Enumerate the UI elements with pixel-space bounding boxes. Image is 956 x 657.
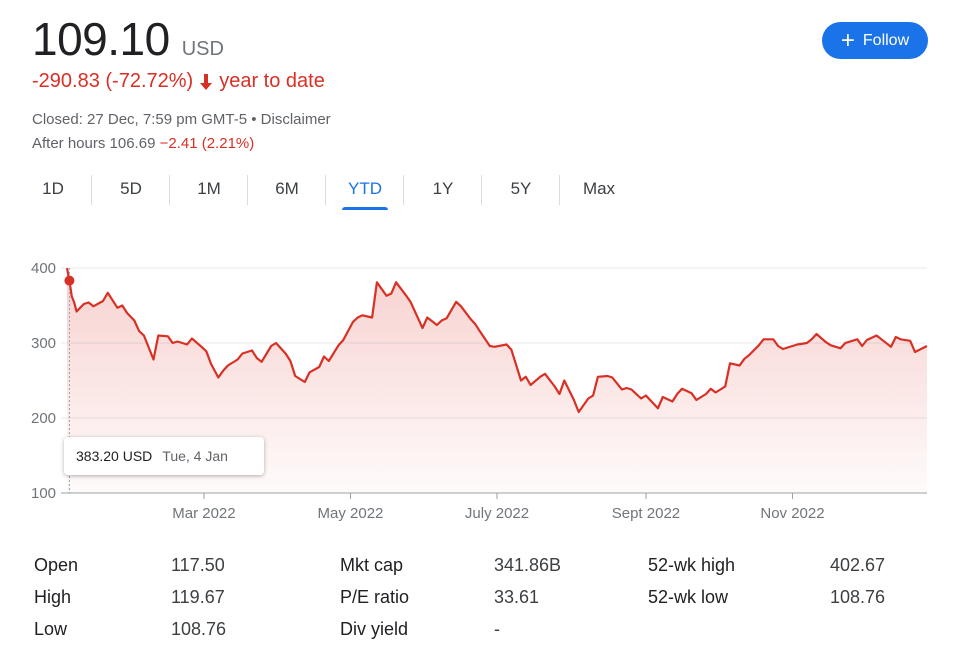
- x-tick-label: July 2022: [465, 505, 529, 522]
- follow-button[interactable]: + Follow: [822, 22, 928, 59]
- tab-label: 1D: [42, 179, 64, 198]
- tab-max[interactable]: Max: [560, 174, 638, 210]
- plus-icon: +: [840, 26, 855, 54]
- change-period: year to date: [219, 70, 325, 92]
- stat-value: 117.50: [171, 555, 225, 575]
- stat-label: 52-wk low: [648, 587, 729, 607]
- tab-label: 5Y: [510, 179, 532, 198]
- stat-label: High: [34, 587, 72, 607]
- stat-value: -: [494, 619, 500, 639]
- stat-label: P/E ratio: [340, 587, 410, 607]
- x-tick-label: May 2022: [318, 505, 384, 522]
- closed-info: Closed: 27 Dec, 7:59 pm GMT-5 • Disclaim…: [32, 111, 331, 128]
- range-tabs: 1D 5D 1M 6M YTD 1Y 5Y Max: [14, 174, 638, 210]
- currency-label: USD: [181, 38, 224, 60]
- stat-label: Mkt cap: [340, 555, 404, 575]
- series-area: [67, 268, 927, 493]
- hover-point: [64, 275, 75, 286]
- stats-row: High 119.67 P/E ratio 33.61 52-wk low 108.76: [34, 587, 914, 611]
- stats-row: Low 108.76 Div yield -: [34, 619, 914, 643]
- tab-label: 1Y: [432, 179, 454, 198]
- tab-label: YTD: [348, 179, 382, 198]
- current-price: 109.10: [32, 13, 170, 65]
- y-tick-label: 300: [31, 335, 56, 352]
- y-tick-label: 200: [31, 410, 56, 427]
- x-tick-label: Sept 2022: [612, 505, 680, 522]
- x-tick-label: Nov 2022: [760, 505, 824, 522]
- y-tick-label: 100: [31, 485, 56, 502]
- stat-value: 108.76: [171, 619, 227, 639]
- change-row: -290.83 (-72.72%) year to date: [32, 70, 325, 93]
- y-tick-label: 400: [31, 260, 56, 277]
- follow-label: Follow: [862, 31, 910, 49]
- after-hours-price: After hours 106.69: [32, 135, 156, 152]
- after-hours-info: After hours 106.69 −2.41 (2.21%): [32, 135, 254, 152]
- after-hours-change: −2.41 (2.21%): [159, 135, 255, 152]
- tab-label: 1M: [197, 179, 221, 198]
- stat-value: 341.86B: [494, 555, 562, 575]
- stat-value: 33.61: [494, 587, 540, 607]
- stat-label: Div yield: [340, 619, 409, 639]
- stats-row: Open 117.50 Mkt cap 341.86B 52-wk high 402.67: [34, 555, 914, 579]
- stat-label: 52-wk high: [648, 555, 736, 575]
- chart-tooltip: 383.20 USD Tue, 4 Jan: [64, 437, 264, 475]
- stat-value: 108.76: [830, 587, 886, 607]
- arrow-down-icon: [199, 73, 213, 91]
- tab-label: 6M: [275, 179, 299, 198]
- stat-label: Open: [34, 555, 79, 575]
- price-chart[interactable]: 100 200 300 400 Mar 2022 May 2022 July 2022 Sep…: [0, 240, 956, 530]
- tab-1y[interactable]: 1Y: [404, 174, 482, 210]
- stat-value: 402.67: [830, 555, 886, 575]
- tab-5d[interactable]: 5D: [92, 174, 170, 210]
- tab-ytd[interactable]: YTD: [326, 174, 404, 210]
- tab-1d[interactable]: 1D: [14, 174, 92, 210]
- stat-label: Low: [34, 619, 68, 639]
- series-line: [65, 267, 928, 414]
- tab-label: 5D: [120, 179, 142, 198]
- tab-1m[interactable]: 1M: [170, 174, 248, 210]
- tooltip-date: Tue, 4 Jan: [162, 448, 228, 464]
- tab-label: Max: [582, 179, 616, 198]
- tooltip-value: 383.20 USD: [76, 448, 153, 464]
- active-tab-indicator: [342, 207, 388, 210]
- stat-value: 119.67: [171, 587, 225, 607]
- x-tick-label: Mar 2022: [172, 505, 235, 522]
- tab-6m[interactable]: 6M: [248, 174, 326, 210]
- price-row: 109.10 USD: [32, 12, 224, 66]
- price-change: -290.83 (-72.72%): [32, 70, 194, 92]
- tab-5y[interactable]: 5Y: [482, 174, 560, 210]
